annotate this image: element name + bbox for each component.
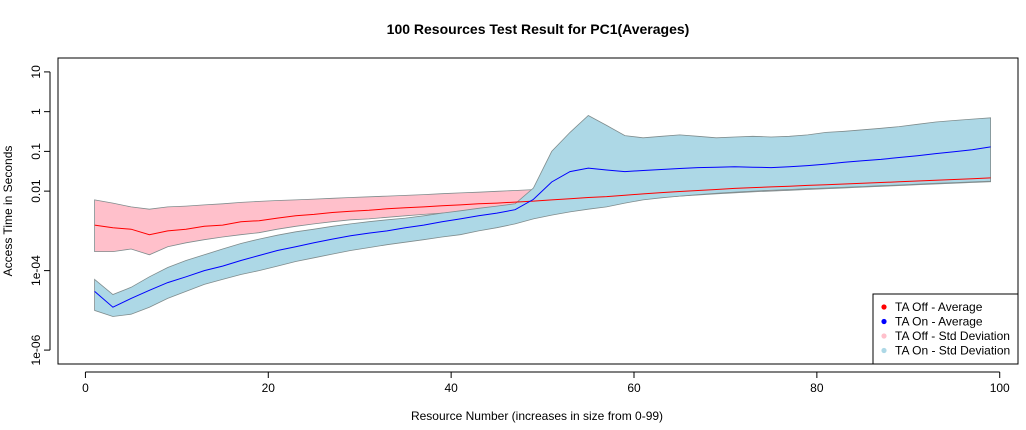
legend-marker-ta-on-std-deviation (881, 347, 887, 354)
x-tick-label: 80 (810, 381, 824, 395)
y-tick-label: 0.01 (29, 179, 43, 203)
legend-marker-ta-on-average (881, 318, 887, 325)
x-axis-title: Resource Number (increases in size from … (411, 409, 663, 423)
x-axis: 0 20 40 60 80 100 (82, 371, 1010, 395)
y-axis: 1e-06 1e-04 0.01 0.1 1 10 (29, 65, 51, 365)
x-tick-label: 60 (627, 381, 641, 395)
y-tick-label: 0.1 (29, 143, 43, 160)
chart-title: 100 Resources Test Result for PC1(Averag… (387, 21, 690, 37)
x-tick-label: 100 (990, 381, 1010, 395)
lines-layer (94, 146, 991, 308)
plot-frame (57, 57, 1019, 365)
legend-marker-ta-off-std-deviation (881, 333, 887, 339)
legend-marker-ta-off-average (881, 304, 887, 310)
band-ta-on-std-deviation (94, 115, 991, 317)
x-tick-label: 40 (444, 381, 458, 395)
x-tick-label: 20 (262, 381, 276, 395)
legend-label-ta-off-std-deviation: TA Off - Std Deviation (895, 329, 1010, 343)
line-ta-off-average (94, 177, 991, 236)
legend-label-ta-on-average: TA On - Average (895, 315, 983, 329)
y-tick-label: 1e-04 (29, 255, 43, 286)
legend-box (872, 293, 1019, 365)
bands-layer (94, 115, 991, 317)
legend-label-ta-on-std-deviation: TA On - Std Deviation (895, 344, 1010, 358)
y-tick-label: 1e-06 (29, 334, 43, 365)
y-tick-label: 10 (29, 65, 43, 79)
x-tick-label: 0 (82, 381, 89, 395)
line-ta-on-average (94, 146, 991, 308)
y-axis-title: Access Time in Seconds (1, 146, 15, 277)
y-tick-label: 1 (29, 108, 43, 115)
legend-label-ta-off-average: TA Off - Average (895, 300, 983, 314)
